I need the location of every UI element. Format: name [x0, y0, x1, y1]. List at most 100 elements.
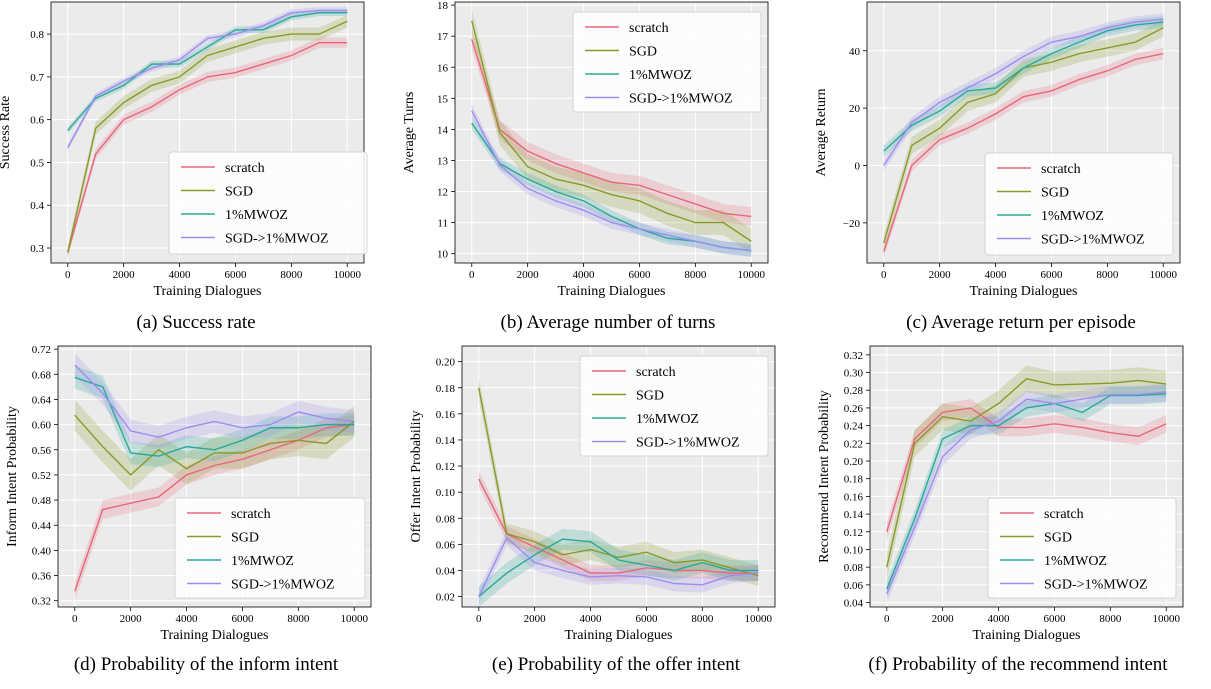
y-tick-label: 0.16 [436, 409, 456, 421]
confidence-band [67, 14, 348, 259]
y-tick-label: 0.18 [844, 474, 864, 486]
x-tick-label: 10000 [744, 613, 772, 625]
panel-e: 0 2000 4000 6000 8000 10000 0.02 0.04 0.06 0.08 0.… [409, 345, 776, 675]
confidence-band [886, 384, 1167, 599]
axes-frame [50, 1, 365, 264]
axes-frame [454, 1, 769, 264]
x-tick-label: 4000 [176, 613, 199, 625]
y-tick-label: 16 [437, 62, 449, 74]
series-line [886, 391, 1167, 595]
y-tick-label: 0.52 [32, 470, 51, 482]
series-line [883, 18, 1164, 166]
legend-box [168, 151, 368, 255]
y-tick-label: 0.14 [436, 435, 456, 447]
confidence-band [74, 353, 355, 449]
series-line [478, 536, 759, 597]
y-tick-label: 0.06 [436, 539, 456, 551]
x-tick-label: 2000 [113, 269, 136, 281]
legend-label: SGD [231, 531, 259, 546]
confidence-band [74, 399, 355, 491]
y-tick-label: 0.4 [30, 200, 44, 212]
x-axis-label: Training Dialogues [973, 628, 1081, 643]
x-tick-label: 8000 [684, 269, 707, 281]
y-axis-label: Recommend Intent Probability [817, 390, 832, 563]
confidence-band [67, 7, 348, 151]
confidence-band [471, 29, 752, 226]
series-line [74, 414, 355, 476]
y-tick-label: 0.08 [844, 562, 864, 574]
legend-label: SGD->1%MWOZ [636, 436, 740, 451]
legend-label: 1%MWOZ [231, 554, 294, 569]
y-tick-label: 0.3 [30, 243, 44, 255]
y-tick-label: 0.26 [844, 403, 864, 415]
y-tick-label: 17 [437, 31, 449, 43]
y-tick-label: 0.02 [436, 592, 455, 604]
panel-d: 0 2000 4000 6000 8000 10000 0.32 0.36 0.40 0.44 0.… [5, 344, 372, 675]
y-tick-label: 0.44 [32, 520, 52, 532]
axes-frame [57, 345, 372, 608]
legend: scratch SGD 1%MWOZ SGD->1%MWOZ [572, 11, 762, 113]
series-line [478, 538, 759, 598]
legend-box [572, 11, 762, 113]
y-tick-label: 0.10 [844, 544, 864, 556]
y-axis-label: Offer Intent Probability [409, 411, 424, 543]
legend-box [579, 355, 769, 457]
axes-frame [461, 345, 776, 608]
y-tick-label: 0.10 [436, 487, 456, 499]
subfigure-caption: (e) Probability of the offer intent [492, 654, 741, 675]
axes-frame [869, 345, 1184, 608]
axes-frame [866, 1, 1181, 264]
y-axis-label: Inform Intent Probability [5, 406, 20, 547]
y-tick-label: 0.68 [32, 369, 52, 381]
series-line [883, 52, 1164, 252]
x-tick-label: 10000 [1149, 269, 1177, 281]
subfigure-caption: (c) Average return per episode [906, 312, 1136, 333]
confidence-band [471, 116, 752, 257]
x-tick-label: 0 [469, 269, 475, 281]
panel-a: 0 2000 4000 6000 8000 10000 0.3 0.4 0.5 0.6 0.7 0.8… [0, 1, 368, 333]
legend-label: SGD [225, 185, 253, 200]
series-line [478, 478, 759, 574]
y-tick-label: 0.20 [844, 456, 864, 468]
x-tick-label: 10000 [1152, 613, 1180, 625]
panel-c: 0 2000 4000 6000 8000 10000 −20 0 20 40 Training D… [814, 1, 1181, 333]
y-tick-label: 0.20 [436, 357, 456, 369]
y-tick-label: 0.72 [32, 344, 51, 356]
y-tick-label: 0.32 [844, 350, 863, 362]
y-tick-label: 0.12 [436, 461, 455, 473]
x-tick-label: 2000 [929, 269, 952, 281]
series-line [478, 387, 759, 577]
y-tick-label: 0.48 [32, 495, 52, 507]
y-tick-label: 0.16 [844, 491, 864, 503]
y-axis-label: Success Rate [0, 96, 13, 169]
y-tick-label: −20 [843, 218, 861, 230]
subfigure-caption: (a) Success rate [136, 312, 255, 333]
legend-label: SGD [629, 45, 657, 60]
legend-label: 1%MWOZ [1044, 554, 1107, 569]
x-tick-label: 0 [72, 613, 78, 625]
y-tick-label: 15 [437, 93, 449, 105]
y-tick-label: 0.06 [844, 580, 864, 592]
x-axis-label: Training Dialogues [565, 628, 673, 643]
y-tick-label: 0.18 [436, 383, 456, 395]
x-tick-label: 0 [476, 613, 482, 625]
y-tick-label: 0.24 [844, 421, 864, 433]
subfigure-caption: (f) Probability of the recommend intent [868, 654, 1168, 675]
x-tick-label: 8000 [1099, 613, 1122, 625]
legend-label: scratch [231, 507, 271, 522]
y-tick-label: 0.22 [844, 438, 863, 450]
confidence-band [883, 16, 1164, 157]
y-tick-label: 18 [437, 0, 449, 12]
legend-label: SGD->1%MWOZ [231, 578, 335, 593]
legend-label: 1%MWOZ [629, 68, 692, 83]
x-tick-label: 4000 [988, 613, 1011, 625]
y-tick-label: 0.8 [30, 29, 44, 41]
legend-label: SGD [636, 389, 664, 404]
y-tick-label: 40 [849, 46, 861, 58]
y-tick-label: 12 [437, 187, 448, 199]
x-tick-label: 6000 [1040, 269, 1063, 281]
y-tick-label: 0.40 [32, 545, 52, 557]
x-tick-label: 0 [65, 269, 71, 281]
